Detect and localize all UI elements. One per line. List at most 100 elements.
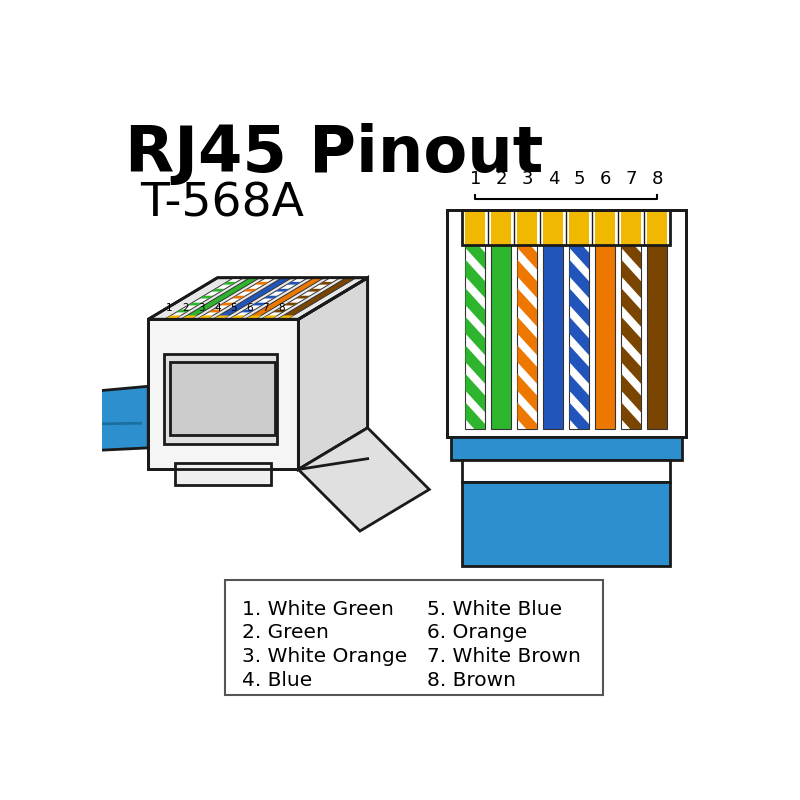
Bar: [451, 437, 682, 460]
Polygon shape: [570, 202, 589, 241]
Bar: [462, 210, 670, 245]
Bar: [595, 210, 615, 245]
Polygon shape: [218, 323, 232, 326]
Text: 4: 4: [547, 170, 559, 188]
Polygon shape: [570, 488, 589, 526]
Polygon shape: [570, 117, 589, 155]
Polygon shape: [229, 315, 246, 319]
Polygon shape: [229, 317, 243, 319]
Polygon shape: [213, 315, 230, 319]
Polygon shape: [153, 323, 167, 326]
Polygon shape: [570, 146, 589, 184]
Polygon shape: [518, 88, 538, 127]
Polygon shape: [570, 88, 589, 127]
Polygon shape: [466, 60, 486, 98]
Polygon shape: [570, 460, 589, 498]
Polygon shape: [518, 517, 538, 555]
Bar: [518, 245, 538, 430]
Text: 3. White Orange: 3. White Orange: [242, 647, 407, 666]
Polygon shape: [570, 288, 589, 327]
Polygon shape: [622, 260, 641, 298]
Text: 6: 6: [246, 303, 253, 313]
Bar: [570, 245, 589, 430]
Polygon shape: [570, 260, 589, 298]
Polygon shape: [261, 317, 275, 319]
Polygon shape: [197, 278, 276, 319]
Polygon shape: [466, 288, 486, 327]
Bar: [647, 210, 667, 245]
Bar: [647, 245, 667, 430]
Bar: [622, 245, 641, 430]
Bar: [447, 210, 686, 437]
Text: 1: 1: [166, 303, 173, 313]
Polygon shape: [263, 296, 278, 298]
Polygon shape: [466, 460, 486, 498]
Text: 3: 3: [198, 303, 205, 313]
Text: 6: 6: [600, 170, 611, 188]
Polygon shape: [245, 278, 324, 319]
Text: 7: 7: [262, 303, 270, 313]
Polygon shape: [165, 315, 182, 319]
Polygon shape: [622, 146, 641, 184]
Polygon shape: [466, 374, 486, 413]
Text: 8. Brown: 8. Brown: [427, 671, 516, 690]
Text: 7. White Brown: 7. White Brown: [427, 647, 581, 666]
Polygon shape: [222, 282, 237, 285]
Polygon shape: [318, 282, 334, 285]
Polygon shape: [250, 323, 264, 326]
Polygon shape: [466, 346, 486, 384]
Polygon shape: [220, 302, 234, 306]
Polygon shape: [518, 346, 538, 384]
Polygon shape: [252, 302, 266, 306]
Polygon shape: [518, 231, 538, 270]
Text: T-568A: T-568A: [141, 182, 305, 226]
Polygon shape: [307, 289, 322, 291]
Polygon shape: [570, 602, 589, 641]
Polygon shape: [254, 282, 269, 285]
Polygon shape: [466, 402, 486, 441]
Text: 5: 5: [230, 303, 237, 313]
Polygon shape: [518, 488, 538, 526]
Polygon shape: [518, 602, 538, 641]
Bar: [543, 210, 563, 245]
Polygon shape: [570, 374, 589, 413]
Polygon shape: [261, 278, 340, 319]
Polygon shape: [466, 260, 486, 298]
Polygon shape: [622, 88, 641, 127]
Polygon shape: [622, 460, 641, 498]
Bar: [491, 210, 511, 245]
Polygon shape: [466, 602, 486, 641]
Polygon shape: [518, 317, 538, 355]
Polygon shape: [277, 315, 294, 319]
Polygon shape: [185, 323, 200, 326]
Polygon shape: [518, 460, 538, 498]
Polygon shape: [197, 315, 214, 319]
Polygon shape: [466, 431, 486, 470]
Polygon shape: [466, 546, 486, 584]
Polygon shape: [622, 546, 641, 584]
Bar: [622, 210, 641, 245]
Polygon shape: [570, 402, 589, 441]
Bar: [175, 463, 271, 485]
Bar: [518, 210, 538, 245]
Bar: [466, 245, 486, 430]
Polygon shape: [277, 278, 356, 319]
Polygon shape: [231, 296, 246, 298]
Polygon shape: [245, 315, 262, 319]
Polygon shape: [518, 574, 538, 613]
Bar: [226, 579, 602, 695]
Polygon shape: [273, 310, 287, 312]
Polygon shape: [176, 310, 190, 312]
Polygon shape: [622, 174, 641, 213]
Bar: [170, 362, 275, 435]
Polygon shape: [330, 275, 345, 278]
Polygon shape: [466, 174, 486, 213]
Polygon shape: [570, 174, 589, 213]
Polygon shape: [518, 402, 538, 441]
Polygon shape: [298, 278, 368, 470]
Polygon shape: [240, 310, 255, 312]
Polygon shape: [622, 488, 641, 526]
Polygon shape: [210, 289, 226, 291]
Text: 5: 5: [574, 170, 585, 188]
Polygon shape: [298, 428, 430, 531]
